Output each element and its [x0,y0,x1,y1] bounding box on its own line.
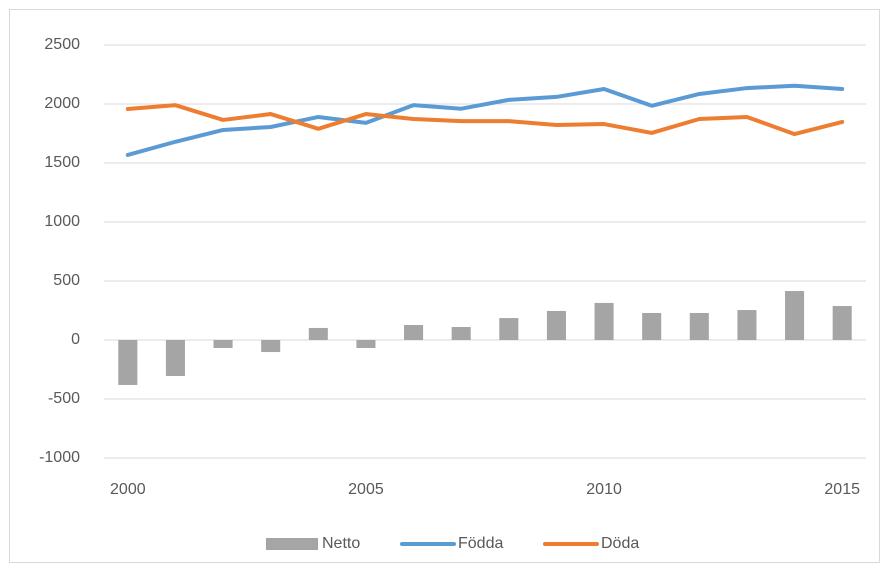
bar [404,325,424,340]
bar [689,312,709,340]
line [125,83,845,157]
line [125,103,845,137]
y-tick-label: -1000 [39,449,80,466]
legend-label: Döda [601,535,639,552]
bar [165,340,185,376]
bar [594,302,614,340]
chart-border [9,9,880,563]
y-tick-label: 0 [71,331,80,348]
bar [118,340,138,385]
bar [642,312,662,340]
legend-label: Födda [458,535,503,552]
y-tick-label: 1500 [44,154,80,171]
y-tick-label: -500 [48,390,80,407]
x-tick-label: 2015 [824,481,860,498]
bar [737,310,757,340]
bar [356,340,376,349]
y-tick-label: 2000 [44,95,80,112]
bar [308,327,328,340]
legend-swatch [266,538,318,550]
x-tick-label: 2005 [348,481,384,498]
y-tick-label: 2500 [44,36,80,53]
y-tick-label: 500 [53,272,80,289]
bar [785,291,805,340]
bar [261,340,281,353]
x-tick-label: 2000 [110,481,146,498]
bar [451,327,471,340]
bar [499,318,519,340]
bar [546,310,566,340]
legend-label: Netto [322,535,360,552]
bar [832,306,852,340]
bar [213,340,233,349]
y-tick-label: 1000 [44,213,80,230]
x-tick-label: 2010 [586,481,622,498]
